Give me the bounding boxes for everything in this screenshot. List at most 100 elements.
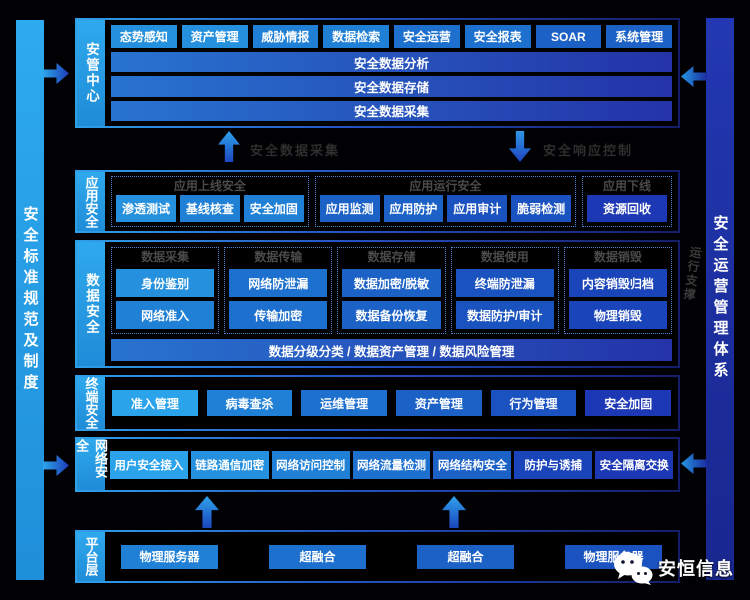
module-chip: 应用审计 [447, 195, 508, 222]
module-chip: 内容销毁归档 [568, 269, 668, 297]
group-title: 数据使用 [480, 250, 529, 264]
module-chip: 传输加密 [229, 301, 328, 329]
module-chip: 数据备份恢复 [342, 301, 441, 329]
module-chip: 物理销毁 [568, 301, 668, 329]
soc-bar-collect: 安全数据采集 [111, 100, 672, 121]
module-chip: 物理服务器 [121, 544, 218, 569]
section-label-data: 数据安全 [77, 242, 105, 366]
section-label-application: 应用安全 [77, 172, 105, 231]
section-label-endpoint: 终端安全 [77, 377, 105, 429]
section-label-text: 数据安全 [84, 273, 99, 335]
module-chip: 安全加固 [585, 390, 672, 416]
module-chip: 防护与诱捕 [514, 450, 593, 479]
app-group-onboarding: 应用上线安全 渗透测试 基线核查 安全加固 [111, 176, 309, 227]
section-label-soc: 安管中心 [77, 20, 105, 126]
data-group-usage: 数据使用 终端防泄漏 数据防护/审计 [450, 247, 559, 334]
data-group-transfer: 数据传输 网络防泄漏 传输加密 [224, 247, 333, 334]
module-chip: 病毒查杀 [206, 390, 293, 416]
group-title: 数据采集 [141, 250, 190, 264]
module-chip: 应用监测 [319, 195, 380, 222]
module-chip: 网络准入 [116, 301, 215, 329]
module-chip: 脆弱检测 [511, 195, 571, 222]
support-text: 运行支撑 [681, 245, 703, 303]
module-chip: 链路通信加密 [190, 450, 269, 479]
brand-name: 安恒信息 [658, 559, 734, 579]
soc-tab-row: 态势感知 资产管理 威胁情报 数据检索 安全运营 安全报表 SOAR 系统管理 [111, 25, 672, 48]
group-title: 应用下线 [602, 179, 651, 193]
arrow-up-icon [195, 496, 219, 528]
soc-bar-storage: 安全数据存储 [111, 76, 672, 97]
arrow-left-icon [681, 453, 707, 474]
module-chip: 数据防护/审计 [455, 301, 554, 329]
soc-tab: 数据检索 [323, 25, 389, 48]
soc-bar-analysis: 安全数据分析 [111, 52, 672, 73]
arrow-up-icon [218, 131, 240, 162]
section-application: 应用安全 应用上线安全 渗透测试 基线核查 安全加固 应用运行安全 应用监测 应… [75, 170, 680, 233]
arrow-right-icon [43, 63, 69, 84]
section-label-text: 应用安全 [83, 175, 99, 228]
soc-tab: 资产管理 [181, 25, 248, 48]
soc-tab: 威胁情报 [252, 25, 319, 48]
section-endpoint: 终端安全 准入管理 病毒查杀 运维管理 资产管理 行为管理 安全加固 [75, 375, 680, 431]
module-chip: 身份鉴别 [116, 269, 215, 297]
group-title: 数据存储 [367, 250, 416, 264]
section-data: 数据安全 数据采集 身份鉴别 网络准入 数据传输 网络防泄漏 传输加密 数据存储… [75, 240, 680, 368]
data-governance-bar: 数据分级分类 / 数据资产管理 / 数据风险管理 [111, 339, 672, 361]
soc-tab: 系统管理 [606, 25, 672, 48]
brand-logo: 安恒信息 [613, 551, 734, 585]
arrow-right-icon [43, 455, 69, 476]
section-platform: 平台层 物理服务器 超融合 超融合 物理服务器 [75, 530, 680, 583]
module-chip: 渗透测试 [116, 195, 176, 222]
module-chip: 资源回收 [587, 195, 667, 222]
arrow-down-icon [509, 131, 531, 162]
flow-label-response: 安全响应控制 [543, 143, 634, 158]
module-chip: 超融合 [417, 544, 514, 569]
data-group-collect: 数据采集 身份鉴别 网络准入 [111, 247, 220, 334]
group-title: 数据销毁 [593, 250, 642, 264]
soc-tab: 安全报表 [464, 25, 531, 48]
module-chip: 超融合 [269, 544, 366, 569]
arrow-up-icon [442, 496, 466, 528]
module-chip: 网络防泄漏 [229, 269, 328, 297]
app-group-offboarding: 应用下线 资源回收 [582, 176, 672, 227]
group-title: 应用上线安全 [173, 179, 246, 193]
app-group-runtime: 应用运行安全 应用监测 应用防护 应用审计 脆弱检测 [314, 176, 576, 227]
module-chip: 用户安全接入 [110, 450, 188, 479]
module-chip: 终端防泄漏 [455, 269, 554, 297]
wechat-icon [614, 552, 653, 585]
flow-label-collect: 安全数据采集 [250, 143, 341, 158]
section-label-text: 平台层 [83, 537, 99, 576]
group-title: 应用运行安全 [409, 179, 482, 193]
soc-tab: 安全运营 [394, 25, 460, 48]
module-chip: 网络结构安全 [433, 450, 512, 479]
module-chip: 物理服务器 [565, 544, 662, 569]
module-chip: 行为管理 [490, 390, 577, 416]
section-label-text: 终端安全 [83, 377, 99, 429]
section-label-text: 网络安全 [74, 439, 108, 478]
section-label-text: 安管中心 [84, 42, 99, 104]
soc-tab: 态势感知 [111, 25, 177, 48]
section-soc: 安管中心 态势感知 资产管理 威胁情报 数据检索 安全运营 安全报表 SOAR … [75, 18, 680, 128]
group-title: 数据传输 [254, 250, 303, 264]
module-chip: 数据加密/脱敏 [342, 269, 441, 297]
section-label-platform: 平台层 [77, 532, 105, 581]
arrow-left-icon [681, 66, 707, 87]
right-rail-operations: 安全运营管理体系 [706, 18, 734, 580]
data-group-destroy: 数据销毁 内容销毁归档 物理销毁 [563, 247, 673, 334]
section-label-network: 网络安全 [74, 439, 108, 490]
module-chip: 应用防护 [383, 195, 444, 222]
module-chip: 网络流量检测 [352, 450, 431, 479]
data-group-storage: 数据存储 数据加密/脱敏 数据备份恢复 [337, 247, 446, 334]
module-chip: 运维管理 [301, 390, 388, 416]
module-chip: 准入管理 [112, 390, 198, 416]
left-rail-standards: 安全标准规范及制度 [16, 20, 44, 580]
module-chip: 基线核查 [179, 195, 240, 222]
module-chip: 网络访问控制 [271, 450, 350, 479]
module-chip: 安全隔离交换 [595, 450, 674, 479]
module-chip: 资产管理 [396, 390, 482, 416]
section-network: 网络安全 用户安全接入 链路通信加密 网络访问控制 网络流量检测 网络结构安全 … [74, 437, 680, 492]
soc-tab: SOAR [535, 25, 602, 48]
left-rail-label: 安全标准规范及制度 [21, 205, 39, 395]
right-rail-label: 安全运营管理体系 [711, 215, 729, 383]
